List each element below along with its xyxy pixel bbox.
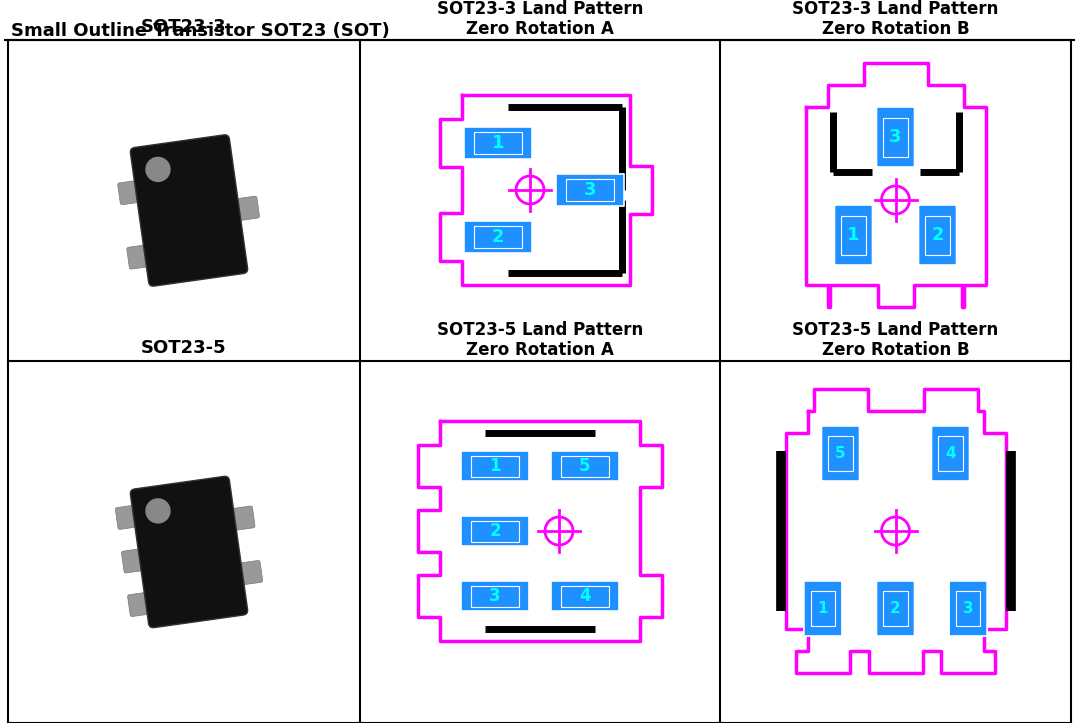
Text: 3: 3 — [584, 181, 597, 199]
Title: SOT23-5: SOT23-5 — [141, 338, 227, 356]
FancyBboxPatch shape — [118, 180, 146, 205]
Text: 1: 1 — [492, 134, 504, 152]
Text: 1: 1 — [489, 457, 501, 475]
Text: Small Outline Transistor SOT23 (SOT): Small Outline Transistor SOT23 (SOT) — [11, 22, 390, 40]
FancyBboxPatch shape — [464, 221, 532, 253]
FancyBboxPatch shape — [821, 426, 860, 481]
Text: 3: 3 — [962, 601, 973, 616]
Text: 3: 3 — [889, 128, 902, 146]
FancyBboxPatch shape — [115, 505, 144, 529]
FancyBboxPatch shape — [131, 476, 248, 628]
Text: 1: 1 — [847, 226, 860, 244]
Text: 2: 2 — [931, 226, 944, 244]
FancyBboxPatch shape — [461, 581, 529, 611]
FancyBboxPatch shape — [950, 581, 987, 636]
FancyBboxPatch shape — [231, 196, 259, 221]
FancyBboxPatch shape — [131, 134, 248, 286]
Text: 1: 1 — [818, 601, 829, 616]
Text: 2: 2 — [492, 228, 504, 246]
FancyBboxPatch shape — [551, 581, 619, 611]
FancyBboxPatch shape — [556, 174, 624, 206]
FancyBboxPatch shape — [461, 451, 529, 481]
Text: 5: 5 — [579, 457, 590, 475]
FancyBboxPatch shape — [876, 107, 915, 167]
FancyBboxPatch shape — [834, 205, 873, 265]
Title: SOT23-3 Land Pattern
Zero Rotation B: SOT23-3 Land Pattern Zero Rotation B — [792, 0, 999, 38]
FancyBboxPatch shape — [918, 205, 956, 265]
Text: 5: 5 — [835, 446, 846, 461]
Text: 2: 2 — [890, 601, 901, 616]
Title: SOT23-5 Land Pattern
Zero Rotation A: SOT23-5 Land Pattern Zero Rotation A — [437, 320, 643, 359]
Text: 3: 3 — [489, 587, 501, 605]
Text: 4: 4 — [579, 587, 591, 605]
FancyBboxPatch shape — [127, 591, 156, 617]
FancyBboxPatch shape — [551, 451, 619, 481]
FancyBboxPatch shape — [464, 127, 532, 159]
Title: SOT23-5 Land Pattern
Zero Rotation B: SOT23-5 Land Pattern Zero Rotation B — [792, 320, 999, 359]
FancyBboxPatch shape — [876, 581, 915, 636]
FancyBboxPatch shape — [227, 506, 255, 531]
FancyBboxPatch shape — [234, 560, 262, 586]
FancyBboxPatch shape — [122, 548, 150, 573]
Circle shape — [146, 158, 170, 181]
FancyBboxPatch shape — [461, 516, 529, 546]
Title: SOT23-3 Land Pattern
Zero Rotation A: SOT23-3 Land Pattern Zero Rotation A — [437, 0, 643, 38]
FancyBboxPatch shape — [931, 426, 970, 481]
Text: 2: 2 — [489, 522, 501, 540]
Text: 4: 4 — [945, 446, 956, 461]
FancyBboxPatch shape — [804, 581, 842, 636]
FancyBboxPatch shape — [127, 244, 155, 269]
Title: SOT23-3: SOT23-3 — [141, 17, 227, 35]
Circle shape — [146, 499, 170, 523]
